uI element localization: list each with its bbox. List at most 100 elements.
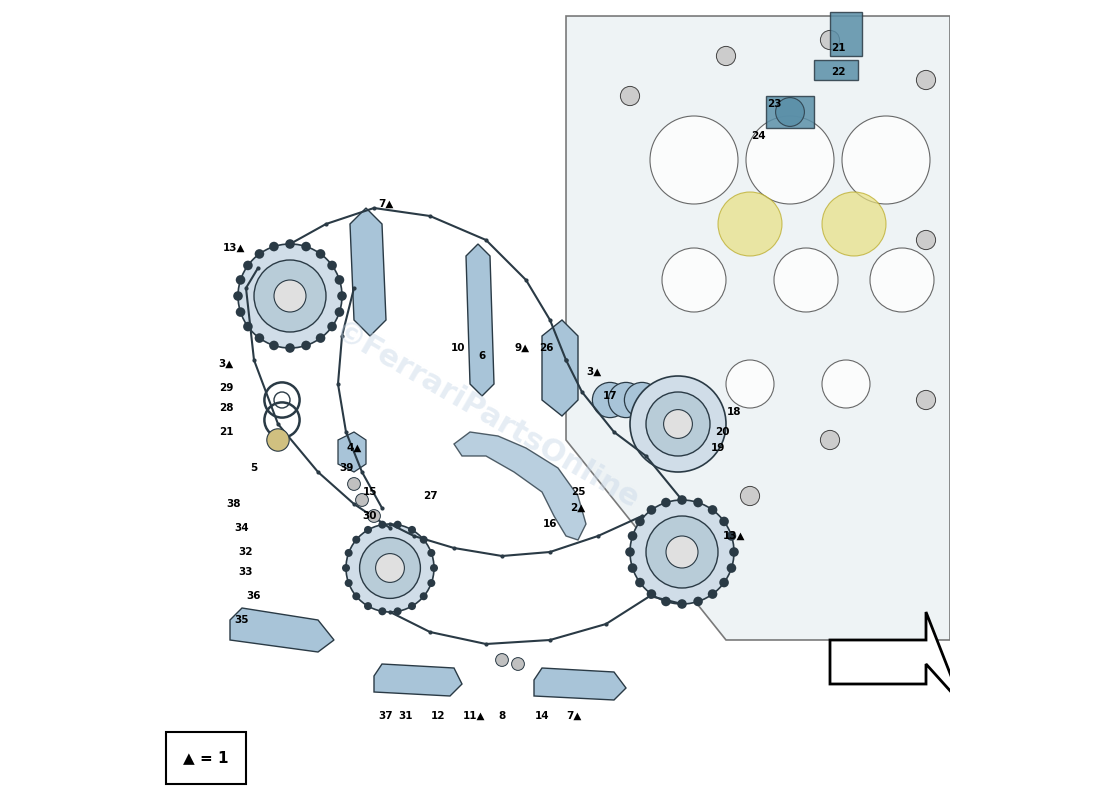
- Circle shape: [707, 590, 717, 599]
- Polygon shape: [830, 612, 962, 704]
- Circle shape: [650, 116, 738, 204]
- Circle shape: [394, 607, 402, 615]
- Bar: [166, 732, 246, 784]
- Circle shape: [394, 521, 402, 529]
- Circle shape: [342, 564, 350, 572]
- Circle shape: [726, 360, 774, 408]
- Text: 13▲: 13▲: [222, 243, 245, 253]
- Text: 23: 23: [767, 99, 781, 109]
- Text: 22: 22: [830, 67, 845, 77]
- Circle shape: [662, 248, 726, 312]
- Circle shape: [254, 334, 264, 343]
- Circle shape: [334, 307, 344, 317]
- Circle shape: [238, 244, 342, 348]
- Circle shape: [647, 590, 657, 599]
- Circle shape: [727, 531, 736, 541]
- Circle shape: [821, 430, 839, 450]
- Polygon shape: [534, 668, 626, 700]
- Circle shape: [666, 536, 698, 568]
- Circle shape: [774, 248, 838, 312]
- Circle shape: [821, 30, 839, 50]
- Circle shape: [678, 495, 686, 505]
- Circle shape: [254, 249, 264, 258]
- Circle shape: [285, 239, 295, 249]
- Text: 14: 14: [535, 711, 549, 721]
- Circle shape: [316, 249, 326, 258]
- Circle shape: [635, 517, 645, 526]
- Circle shape: [628, 563, 637, 573]
- Circle shape: [496, 654, 508, 666]
- Circle shape: [344, 579, 353, 587]
- Text: 5: 5: [251, 463, 257, 473]
- Circle shape: [254, 260, 326, 332]
- Circle shape: [916, 70, 936, 90]
- Text: 39: 39: [339, 463, 353, 473]
- Text: 12: 12: [431, 711, 446, 721]
- Circle shape: [267, 429, 289, 451]
- Text: 17: 17: [603, 391, 617, 401]
- Circle shape: [646, 392, 710, 456]
- Circle shape: [620, 86, 639, 106]
- Text: 10: 10: [451, 343, 465, 353]
- Polygon shape: [566, 16, 950, 640]
- Text: 37: 37: [378, 711, 394, 721]
- Circle shape: [235, 275, 245, 285]
- Circle shape: [378, 607, 386, 615]
- Polygon shape: [338, 432, 366, 472]
- Polygon shape: [350, 208, 386, 336]
- Circle shape: [420, 536, 428, 544]
- Text: 38: 38: [227, 499, 241, 509]
- Circle shape: [301, 341, 311, 350]
- Circle shape: [646, 516, 718, 588]
- Circle shape: [243, 322, 253, 331]
- Text: 3▲: 3▲: [219, 359, 233, 369]
- Circle shape: [916, 230, 936, 250]
- Circle shape: [661, 498, 671, 507]
- Text: 4▲: 4▲: [346, 443, 362, 453]
- Text: 20: 20: [715, 427, 729, 437]
- Circle shape: [420, 592, 428, 600]
- Circle shape: [334, 275, 344, 285]
- Circle shape: [719, 517, 729, 526]
- Circle shape: [364, 602, 372, 610]
- Text: 7▲: 7▲: [378, 199, 394, 209]
- Text: 6: 6: [478, 351, 485, 361]
- Circle shape: [285, 343, 295, 353]
- Circle shape: [635, 578, 645, 587]
- Circle shape: [842, 116, 930, 204]
- Circle shape: [746, 116, 834, 204]
- Circle shape: [678, 599, 686, 609]
- Circle shape: [625, 382, 660, 418]
- Circle shape: [274, 280, 306, 312]
- Text: 24: 24: [750, 131, 766, 141]
- Text: 27: 27: [422, 491, 438, 501]
- Polygon shape: [454, 432, 586, 540]
- Polygon shape: [466, 244, 494, 396]
- Circle shape: [661, 597, 671, 606]
- Circle shape: [270, 341, 278, 350]
- Circle shape: [628, 531, 637, 541]
- Circle shape: [243, 261, 253, 270]
- Text: 35: 35: [234, 615, 250, 625]
- Text: 15: 15: [363, 487, 377, 497]
- Circle shape: [338, 291, 346, 301]
- Circle shape: [663, 410, 692, 438]
- Circle shape: [364, 526, 372, 534]
- Circle shape: [719, 578, 729, 587]
- Circle shape: [776, 98, 804, 126]
- Text: 7▲: 7▲: [566, 711, 582, 721]
- Circle shape: [328, 261, 337, 270]
- Circle shape: [355, 494, 368, 506]
- Circle shape: [630, 376, 726, 472]
- Text: 3▲: 3▲: [586, 367, 602, 377]
- Circle shape: [352, 536, 361, 544]
- Text: 30: 30: [363, 511, 377, 521]
- Circle shape: [647, 505, 657, 514]
- Polygon shape: [230, 608, 334, 652]
- Circle shape: [593, 382, 628, 418]
- Circle shape: [430, 564, 438, 572]
- Circle shape: [727, 563, 736, 573]
- Circle shape: [693, 597, 703, 606]
- Circle shape: [316, 334, 326, 343]
- Circle shape: [408, 602, 416, 610]
